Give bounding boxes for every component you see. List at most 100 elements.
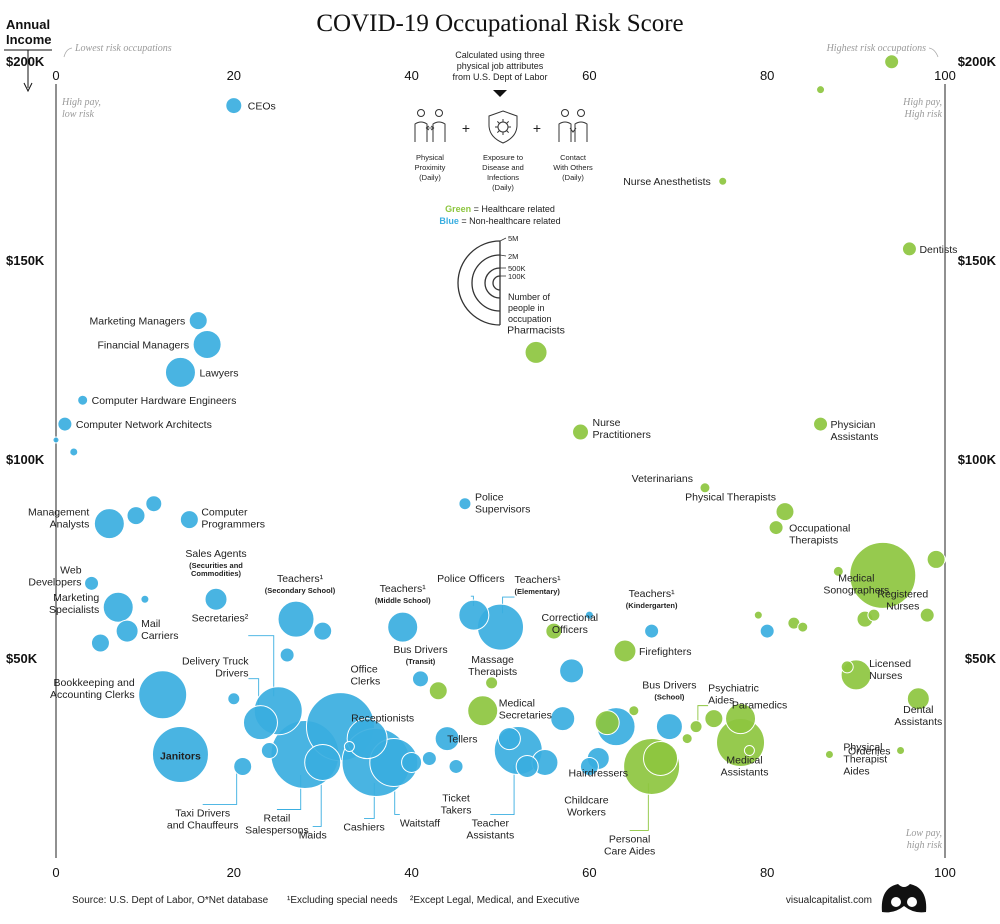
corner-note-top-left-line-1: High pay,	[61, 97, 101, 108]
bubble-70	[725, 703, 757, 735]
legend-attribute-1: Physical Proximity (Daily)	[415, 153, 446, 182]
label-42-line-2: Therapists	[468, 666, 517, 678]
legend: Calculated using three physical job attri…	[414, 50, 593, 326]
leader-68	[697, 705, 709, 724]
label-60: Firefighters	[639, 646, 692, 658]
size-key-caption: Number of people in occupation	[508, 292, 552, 324]
leader-29	[312, 773, 322, 827]
legend-green-word: Green	[445, 204, 471, 214]
label-59: Teachers¹	[629, 588, 676, 600]
legend-attribute-3: Contact With Others (Daily)	[553, 153, 593, 182]
bubble-11	[179, 510, 199, 530]
bubble-60	[613, 639, 637, 663]
x-tick-top-0: 0	[52, 68, 59, 83]
label-16-line-1: Mail	[141, 618, 160, 630]
y-tick-right-$50K: $50K	[965, 651, 997, 666]
label-81-line-2: Nurses	[886, 600, 919, 612]
label-81-line-1: Registered	[877, 588, 928, 600]
bubble-44	[434, 726, 460, 752]
x-tick-bottom-40: 40	[404, 865, 418, 880]
bubble-12	[84, 575, 100, 591]
bubble-87	[840, 660, 854, 674]
x-tick-top-100: 100	[934, 68, 956, 83]
legend-plus-1: +	[462, 120, 470, 136]
bubble-80	[832, 565, 844, 577]
sublabel-15: (Securities and Commodities)	[189, 561, 243, 578]
label-68: Psychiatric Aides	[708, 683, 759, 707]
legend-attribute-1-line-3: (Daily)	[419, 173, 441, 182]
legend-attribute-2-line-2: Disease and	[482, 163, 524, 172]
highest-risk-note: Highest risk occupations	[826, 43, 927, 54]
label-18-line-1: Bookkeeping and	[54, 677, 135, 689]
label-27-line-1: Retail	[263, 812, 290, 824]
leader-lines	[202, 595, 709, 831]
label-88: Dental Assistants	[894, 704, 942, 728]
size-key-arc-4	[492, 275, 501, 291]
label-18: Bookkeeping and Accounting Clerks	[50, 677, 135, 701]
label-57: Childcare Workers	[564, 794, 609, 818]
bubble-31	[346, 718, 388, 760]
label-93: Nurse Anesthetists	[623, 176, 711, 188]
label-56: Hairdressers	[569, 767, 629, 779]
bubble-74	[768, 520, 784, 536]
label-52-line-1: Nurse	[593, 417, 621, 429]
label-27-line-2: Salespersons	[245, 824, 309, 836]
label-38: Teachers¹	[380, 583, 427, 595]
legend-green-rest: = Healthcare related	[471, 204, 555, 214]
legend-attribute-2-line-4: (Daily)	[492, 183, 514, 192]
label-21-line-2: Drivers	[215, 668, 248, 680]
size-key-label-2: 2M	[508, 252, 518, 261]
bubble-9	[126, 506, 146, 526]
label-46-line-1: Teacher	[472, 818, 510, 830]
size-key-caption-line-2: people in	[508, 303, 545, 313]
label-45-line-1: Ticket	[442, 792, 470, 804]
legend-blue-line: Blue = Non-healthcare related	[439, 216, 560, 226]
label-25-line-1: Teachers¹	[277, 573, 324, 585]
bubble-90	[896, 746, 906, 756]
bubble-43	[467, 695, 499, 727]
label-91-line-1: Physician	[831, 419, 876, 431]
x-tick-top-20: 20	[227, 68, 241, 83]
label-13-line-1: Marketing	[53, 592, 99, 604]
bubble-72	[743, 745, 755, 757]
footer: Source: U.S. Dept of Labor, O*Net databa…	[72, 884, 927, 913]
label-21-line-1: Delivery Truck	[182, 656, 249, 668]
sublabel-38-line-1: (Middle School)	[375, 596, 431, 605]
label-57-line-2: Workers	[567, 806, 606, 818]
label-80-line-1: Medical	[838, 572, 874, 584]
label-4-line-1: Computer Hardware Engineers	[92, 395, 237, 407]
label-12-line-1: Web	[60, 564, 82, 576]
corner-note-bottom-right-line-1: Low pay,	[905, 828, 942, 839]
ticks-layer: 0 0 20 20 40 40 60 60 80 80 100 100 $50K $50K $100K $10…	[6, 54, 997, 880]
bubble-61	[655, 713, 683, 741]
size-key-label-3: 500K	[508, 264, 526, 273]
y-tick-right-$150K: $150K	[958, 253, 997, 268]
x-tick-bottom-60: 60	[582, 865, 596, 880]
label-19-line-1: Janitors	[160, 750, 201, 762]
bubble-92	[901, 241, 917, 257]
label-43-line-2: Secretaries	[499, 710, 552, 722]
label-75: Physical Therapists	[685, 492, 776, 504]
bubble-26	[313, 621, 333, 641]
bubble-42	[485, 676, 499, 690]
label-11-line-1: Computer	[201, 507, 248, 519]
sublabel-59: (Kindergarten)	[626, 601, 678, 610]
bubble-45	[448, 758, 464, 774]
y-tick-left-$200K: $200K	[6, 54, 45, 69]
x-tick-bottom-0: 0	[52, 865, 59, 880]
bubble-79	[797, 621, 809, 633]
label-20: Taxi Drivers and Chauffeurs	[167, 807, 239, 831]
legend-plus-2: +	[533, 120, 541, 136]
label-46-line-2: Assistants	[466, 830, 514, 842]
bubble-67	[681, 733, 693, 745]
label-8: Management Analysts	[28, 507, 89, 531]
label-69: Paramedics	[732, 700, 787, 712]
legend-blue-word: Blue	[439, 216, 459, 226]
bubble-77	[753, 610, 763, 620]
label-20-line-1: Taxi Drivers	[175, 807, 230, 819]
bubble-57	[579, 756, 599, 776]
label-70-line-2: Assistants	[721, 767, 769, 779]
label-42: Massage Therapists	[468, 654, 517, 678]
x-tick-bottom-20: 20	[227, 865, 241, 880]
bubble-54	[559, 658, 585, 684]
